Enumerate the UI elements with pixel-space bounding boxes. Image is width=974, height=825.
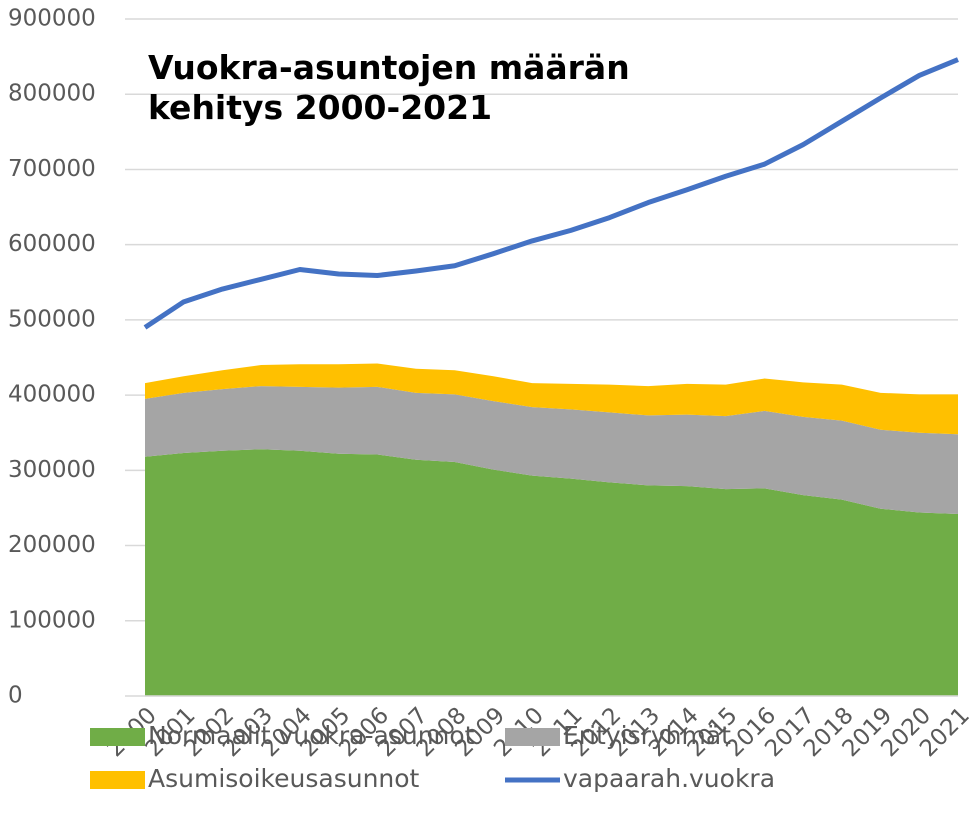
- area: [145, 449, 958, 696]
- y-tick-label: 900000: [8, 6, 96, 32]
- area: [145, 363, 958, 435]
- y-tick-label: 200000: [8, 532, 96, 558]
- legend-swatch: [90, 771, 145, 789]
- y-tick-label: 700000: [8, 156, 96, 182]
- y-tick-label: 400000: [8, 382, 96, 408]
- y-tick-label: 0: [8, 683, 23, 709]
- y-tick-label: 500000: [8, 306, 96, 332]
- legend-label: Normaalit vuokra-asunnot: [148, 721, 475, 750]
- chart-title: Vuokra-asuntojen määrän kehitys 2000-202…: [148, 48, 630, 127]
- y-tick-label: 100000: [8, 607, 96, 633]
- line: [143, 57, 959, 330]
- legend-label: Erityisryhmät: [563, 721, 731, 750]
- y-tick-label: 800000: [8, 81, 96, 107]
- legend-label: vapaarah.vuokra: [563, 764, 775, 793]
- y-tick-label: 300000: [8, 457, 96, 483]
- y-tick-label: 600000: [8, 231, 96, 257]
- legend-swatch: [505, 728, 560, 746]
- legend-swatch: [90, 728, 145, 746]
- area: [145, 386, 958, 514]
- legend-label: Asumisoikeusasunnot: [148, 764, 420, 793]
